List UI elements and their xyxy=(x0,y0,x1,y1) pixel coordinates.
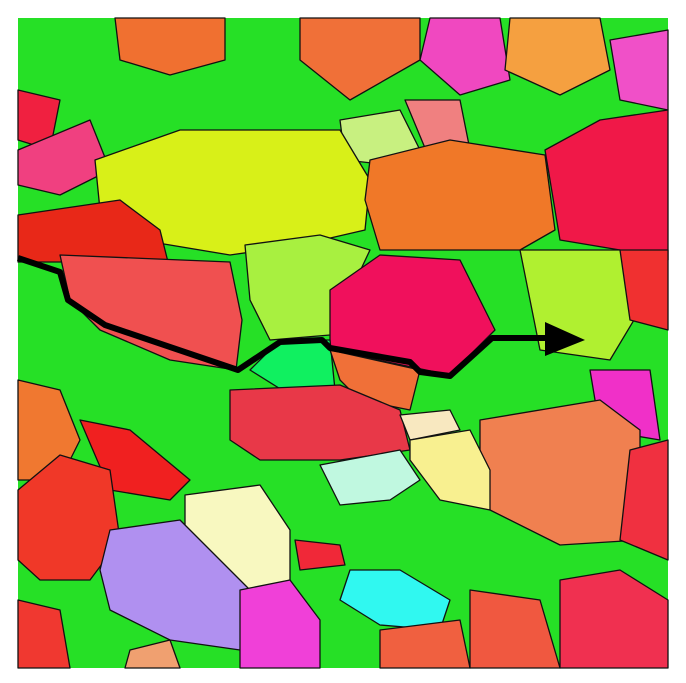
grain xyxy=(409,429,491,511)
grain xyxy=(619,439,669,561)
crack-path xyxy=(17,255,585,379)
grain xyxy=(17,119,111,196)
grain xyxy=(124,639,181,669)
grain xyxy=(294,539,346,571)
arrow-head xyxy=(545,322,585,356)
grain xyxy=(114,17,226,76)
grain xyxy=(299,17,421,101)
grains xyxy=(17,17,669,669)
grain xyxy=(17,599,71,669)
grain xyxy=(619,249,669,331)
grain xyxy=(504,17,611,96)
grain xyxy=(99,519,251,651)
crack-line xyxy=(17,255,550,379)
grain xyxy=(239,579,321,669)
grain xyxy=(559,569,669,669)
grain xyxy=(319,449,421,506)
grain xyxy=(364,139,556,251)
grain xyxy=(399,409,461,441)
grain xyxy=(419,17,511,96)
